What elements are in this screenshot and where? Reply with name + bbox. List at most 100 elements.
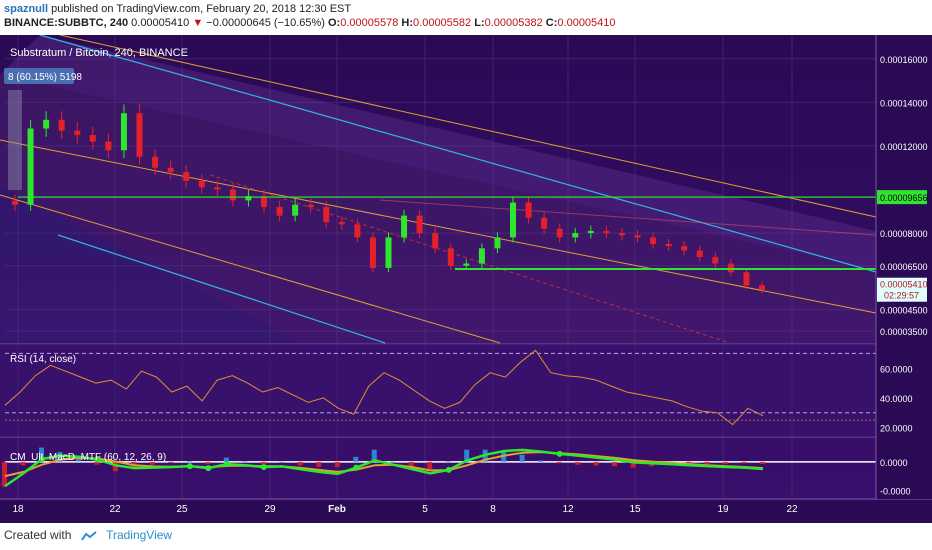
macd-hist-31 [575,461,581,465]
change-value: −0.00000645 (−10.65%) [206,17,325,29]
candle-body-31 [494,237,501,249]
resistance-label: 0.00009656 [880,193,928,203]
candle-body-12 [198,180,205,188]
price-tick-4: 0.00006500 [880,262,928,272]
macd-hist-18 [334,461,340,467]
high-label: H: [401,17,414,29]
candle-body-33 [525,202,532,218]
channel-top-cyan [39,35,877,273]
rsi-tick-0: 60.0000 [880,364,913,374]
candle-body-34 [541,217,548,229]
time-axis[interactable]: 18 22 25 29 Feb 5 8 12 15 19 22 [0,500,932,523]
macd-hist-22 [408,461,414,467]
time-label-5: 5 [422,504,428,515]
candle-body-2 [43,119,50,129]
candle-body-48 [759,285,765,290]
rsi-line [4,349,764,426]
candle-body-30 [478,248,485,264]
candle-body-19 [307,204,314,207]
macd-tick-0: 0.0000 [880,458,908,468]
candle-body-21 [338,222,345,225]
channel-upper-orange [59,35,877,218]
time-label-4: Feb [328,504,346,515]
price-tick-0: 0.00016000 [880,55,928,65]
candle-body-37 [587,230,594,234]
macd-cross-dot-30 [556,450,563,457]
candle-body-16 [261,196,267,207]
macd-cross-dot-11 [205,465,212,472]
last-price-box [877,277,927,302]
macd-cross-dot-2 [38,456,45,462]
channel-fill-lower [0,185,300,343]
rsi-pane [0,344,876,437]
candle-body-44 [696,250,703,258]
time-label-3: 29 [264,504,276,515]
candle-body-27 [432,233,439,249]
channel-mid-orange [0,139,877,314]
macd-cross-dot-14 [260,464,267,470]
axis-bg [876,35,932,499]
candle-body-15 [245,196,252,201]
candle-body-24 [385,237,392,268]
median-dash [209,174,731,344]
macd-hist-33 [612,461,618,467]
down-arrow-icon: ▼ [192,17,204,29]
macd-hist-4 [75,459,81,462]
author-link[interactable]: spaznull [4,3,49,15]
macd-hist-38 [704,461,710,464]
macd-hist-5 [94,461,100,465]
candle-body-0 [12,200,18,205]
price-tick-6: 0.00003500 [880,327,928,337]
levels [18,196,876,271]
high-value: 0.00005582 [413,17,472,29]
macd-hist-0 [2,461,7,487]
low-label: L: [474,17,485,29]
price-axis[interactable]: 0.00016000 0.00014000 0.00012000 0.00008000… [875,35,932,523]
measure-label: 8 (60.15%) 5198 [8,72,82,83]
candle-body-42 [665,243,672,247]
price-tick-1: 0.00014000 [880,98,928,108]
open-label: O: [328,17,341,29]
trading-chart[interactable]: 0.00016000 0.00014000 0.00012000 0.00008000… [0,35,932,523]
tradingview-link[interactable]: TradingView [106,528,173,542]
macd-pane [2,447,876,488]
macd-title: CM_Ult_MacD_MTF (60, 12, 26, 9) [10,452,166,463]
macd-hist-39 [723,461,729,464]
channel-lower-orange [0,194,501,344]
candle-body-1 [27,128,34,205]
macd-hist-29 [538,460,544,462]
candle-body-41 [650,237,657,244]
measure-box [8,90,22,190]
candle-body-3 [58,119,65,131]
main-chart-title: Substratum / Bitcoin, 240, BINANCE [10,47,188,59]
channel-bottom-cyan [57,234,386,344]
time-label-6: 8 [490,504,496,515]
macd-hist-17 [316,461,322,467]
candle-body-40 [634,235,641,238]
measure-badge [4,68,74,84]
close-value: 0.00005410 [557,17,616,29]
macd-hist-32 [593,461,599,466]
price-tick-3: 0.00008000 [880,229,928,239]
tradingview-logo-icon [80,531,97,541]
macd-cross-dot-5 [94,456,101,463]
macd-cross-dot-10 [186,463,193,470]
candle-body-45 [712,257,719,264]
candle-body-25 [401,215,408,238]
macd-cross-dot-24 [445,466,452,473]
candle-body-29 [463,263,470,266]
macd-hist-34 [630,461,636,468]
low-value: 0.00005382 [484,17,543,29]
macd-hist-16 [297,461,303,466]
macd-hist-10 [186,461,192,462]
candle-body-8 [136,113,143,157]
macd-hist-15 [279,461,285,463]
candle-body-11 [183,172,190,181]
macd-hist-11 [205,461,211,464]
macd-hist-1 [20,461,26,466]
footer: Created with TradingView [4,528,172,542]
candle-body-38 [603,230,610,234]
candle-body-47 [743,272,750,286]
rsi-tick-2: 20.0000 [880,424,913,434]
time-label-8: 15 [629,504,641,515]
